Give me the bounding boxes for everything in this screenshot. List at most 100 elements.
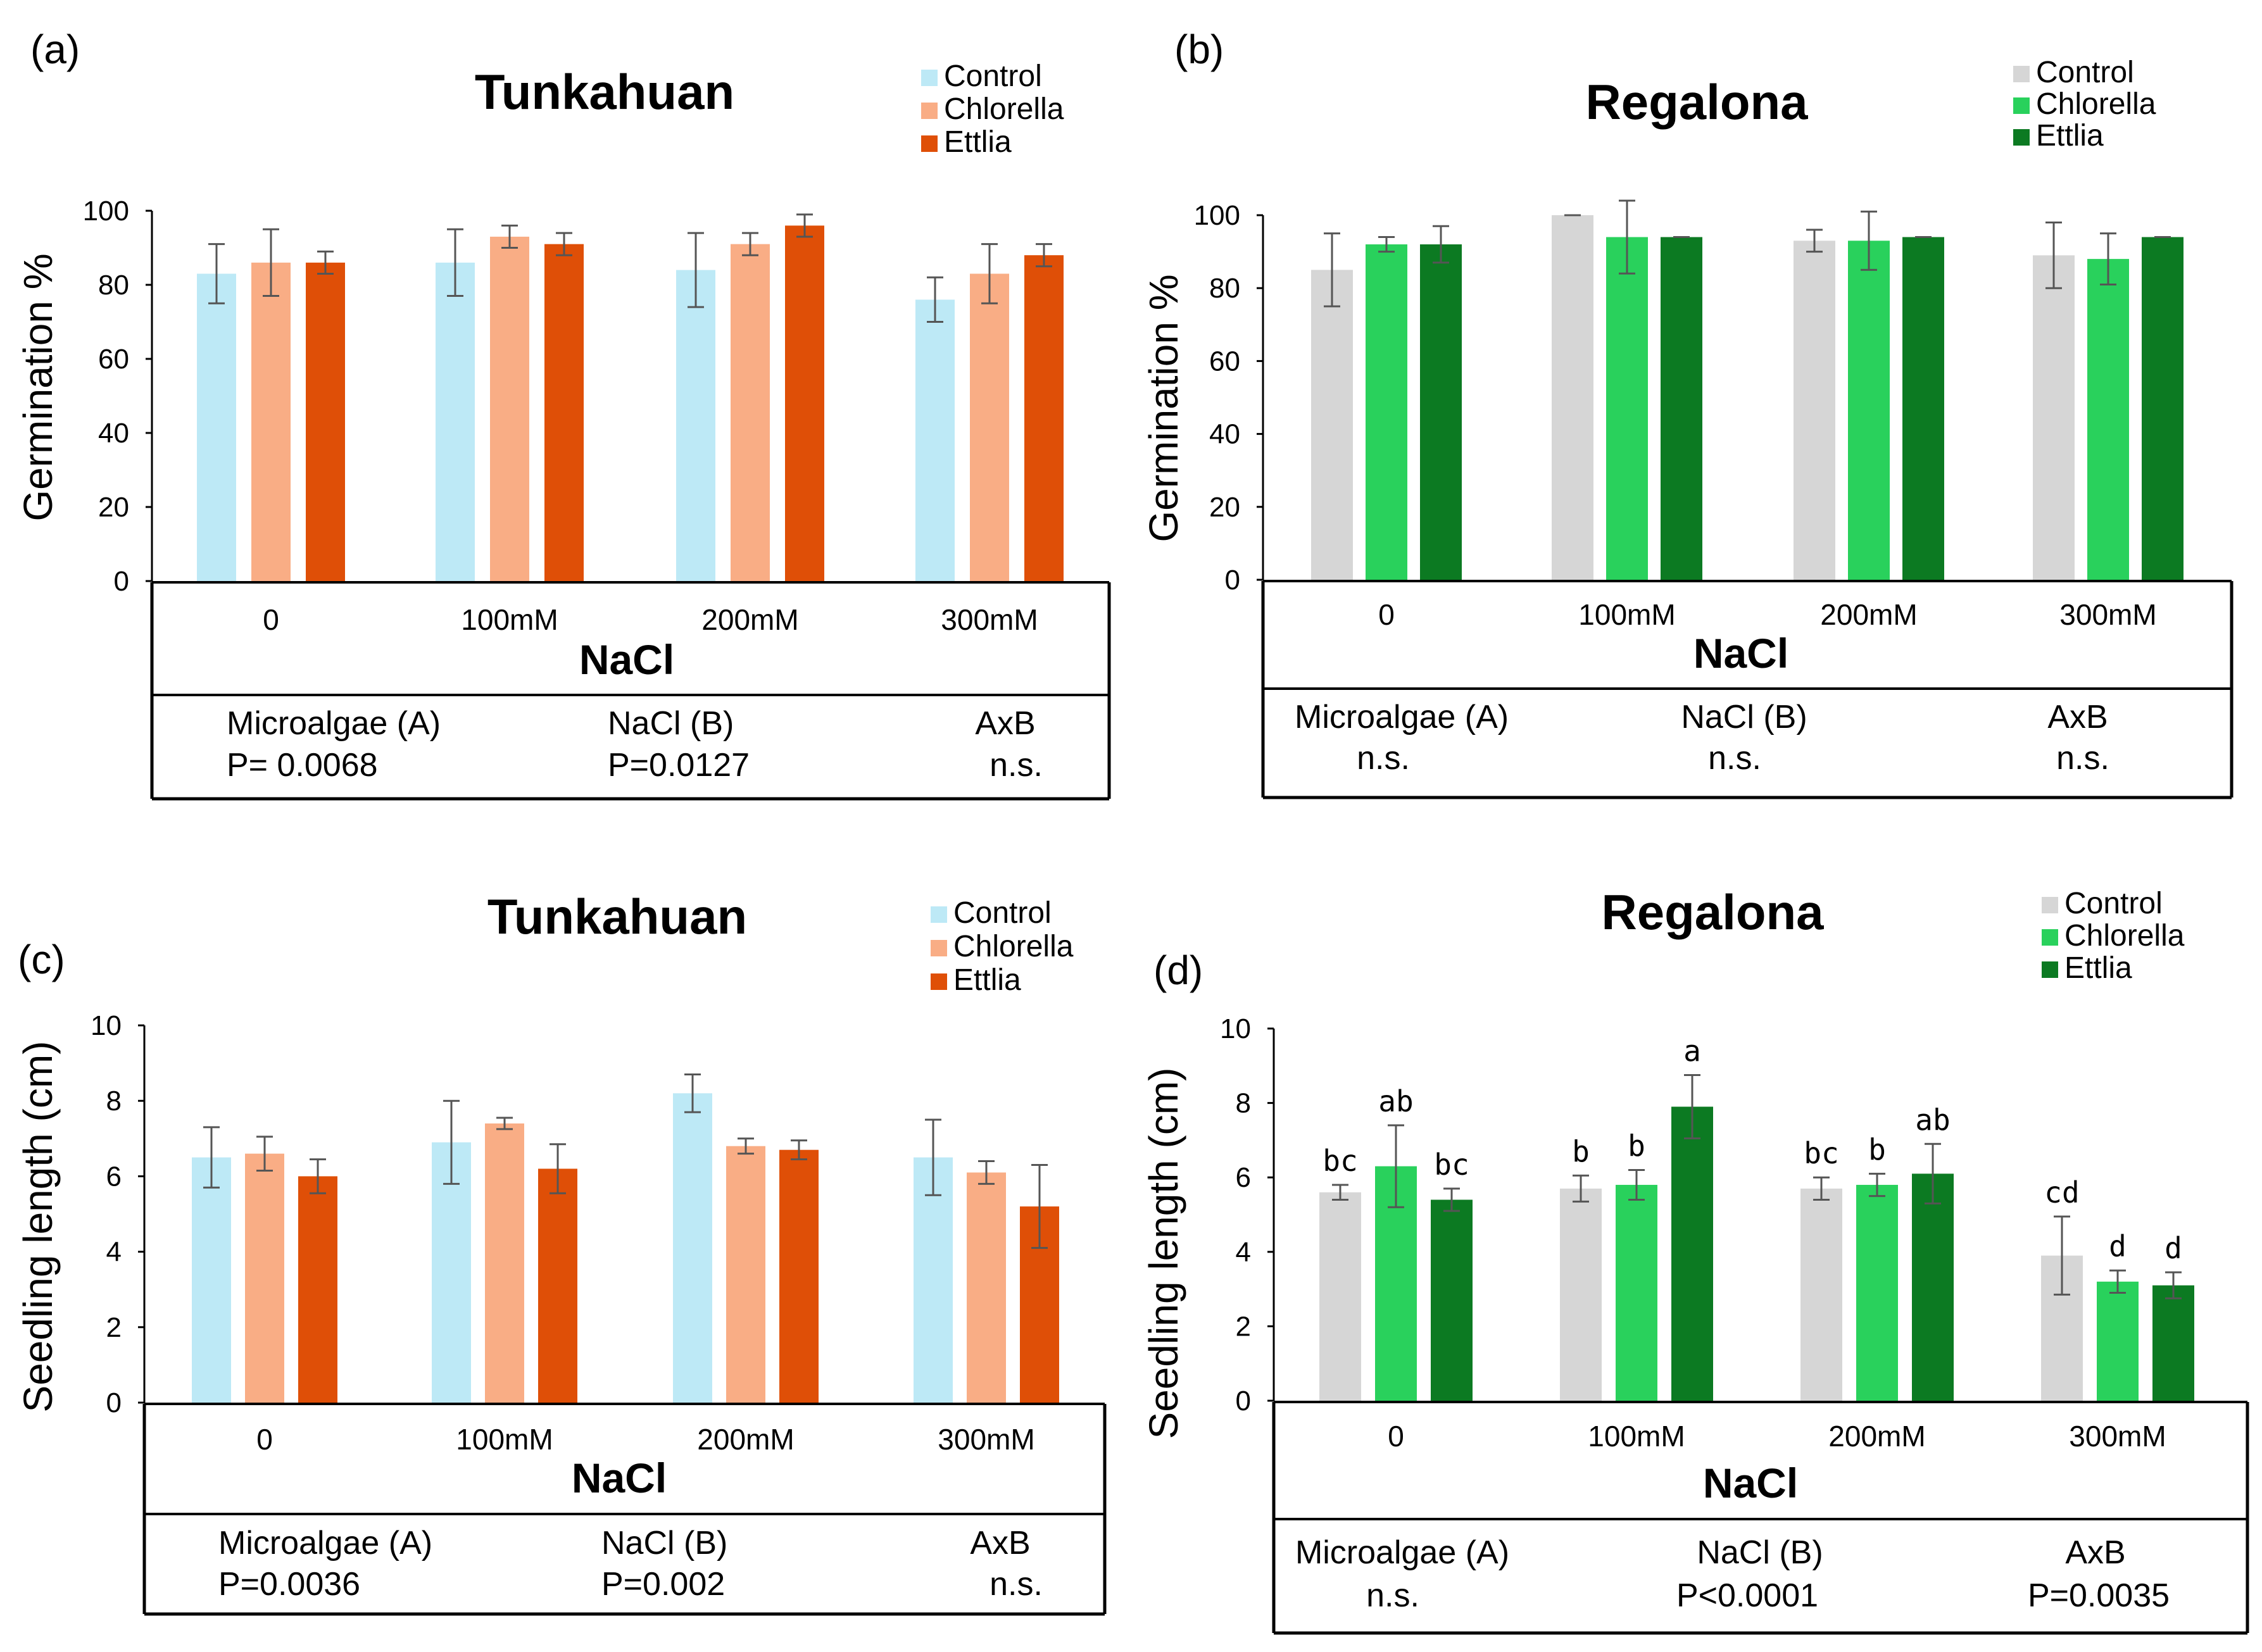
significance-letter: b [1868, 1132, 1886, 1167]
panel-letter: (c) [18, 937, 65, 982]
x-axis-label: NaCl [1693, 630, 1788, 677]
x-tick-label: 100mM [1578, 598, 1675, 631]
y-tick-label: 80 [1209, 273, 1240, 304]
significance-letter: b [1628, 1129, 1645, 1163]
chart-title: Regalona [1585, 74, 1808, 130]
legend-label-control: Control [944, 59, 1042, 93]
bar-control-3 [2033, 255, 2075, 580]
legend-swatch-ettlia [2042, 961, 2058, 978]
x-tick-labels: 0 100mM 200mM 300mM [1378, 598, 2156, 631]
chart-title: Tunkahuan [487, 889, 747, 944]
bar-control-0 [197, 273, 236, 581]
stat-value-microalgae: n.s. [1366, 1577, 1419, 1614]
stat-factor-microalgae: Microalgae (A) [1295, 1534, 1509, 1571]
bar-ettlia-3 [1024, 255, 1064, 581]
bar-control-0 [1311, 270, 1353, 580]
stats-table: Microalgae (A) n.s. NaCl (B) n.s. AxB n.… [1295, 699, 2109, 777]
y-tick-label: 10 [1220, 1013, 1251, 1044]
plot-area [197, 213, 1064, 581]
stat-factor-microalgae: Microalgae (A) [227, 705, 441, 742]
legend-label-chlorella: Chlorella [2036, 87, 2156, 121]
bar-chlorella-0 [251, 262, 291, 581]
y-axis-label: Seedling length (cm) [1141, 1068, 1186, 1439]
bar-control-1 [1552, 215, 1593, 580]
y-tick-label: 8 [106, 1086, 122, 1117]
y-tick-label: 2 [1236, 1311, 1251, 1342]
stat-factor-axb: AxB [970, 1525, 1030, 1561]
legend-swatch-control [931, 906, 947, 923]
stat-factor-nacl: NaCl (B) [1697, 1534, 1823, 1571]
bar-ettlia-1 [544, 244, 584, 581]
bar-chlorella-3 [970, 273, 1009, 581]
bar-chlorella-1 [1616, 1184, 1657, 1401]
stat-value-microalgae: P= 0.0068 [227, 747, 378, 784]
bar-chlorella-2 [1856, 1184, 1898, 1401]
x-tick-label: 100mM [1588, 1420, 1685, 1453]
plot-area [192, 1073, 1059, 1403]
bar-chlorella-0 [1366, 244, 1407, 580]
bar-ettlia-3 [2152, 1285, 2194, 1401]
x-tick-labels: 0 100mM 200mM 300mM [1388, 1420, 2166, 1453]
y-tick-label: 10 [91, 1010, 122, 1041]
x-tick-label: 300mM [938, 1423, 1034, 1456]
x-tick-label: 100mM [461, 603, 558, 636]
stat-factor-axb: AxB [975, 705, 1035, 742]
significance-letter: bc [1804, 1136, 1838, 1170]
stat-value-microalgae: n.s. [1357, 740, 1410, 777]
bar-control-3 [915, 299, 955, 581]
legend-swatch-control [921, 70, 938, 86]
y-axis: 0 20 40 60 80 100 [1194, 200, 1264, 596]
panel-b: (b) Regalona Germination % ControlChlore… [1141, 27, 2234, 799]
stats-table: Microalgae (A) P= 0.0068 NaCl (B) P=0.01… [227, 705, 1043, 784]
x-tick-label: 300mM [941, 603, 1038, 636]
y-tick-label: 40 [1209, 419, 1240, 450]
panel-letter: (a) [30, 27, 80, 72]
stat-value-microalgae: P=0.0036 [218, 1566, 360, 1603]
stat-value-nacl: P<0.0001 [1676, 1577, 1818, 1614]
y-tick-label: 8 [1236, 1088, 1251, 1119]
chart-title: Tunkahuan [475, 64, 734, 120]
x-tick-label: 0 [1378, 598, 1395, 631]
bar-control-0 [192, 1157, 231, 1403]
plot-area [1311, 199, 2183, 580]
x-tick-labels: 0 100mM 200mM 300mM [256, 1423, 1034, 1456]
y-tick-label: 60 [98, 344, 129, 375]
legend-swatch-ettlia [921, 135, 938, 152]
bar-chlorella-2 [731, 244, 770, 581]
bar-chlorella-0 [245, 1153, 284, 1403]
bar-ettlia-0 [306, 262, 345, 581]
legend-label-ettlia: Ettlia [2036, 119, 2104, 153]
legend-label-ettlia: Ettlia [2064, 951, 2132, 985]
stat-value-nacl: n.s. [1708, 740, 1761, 777]
chart-title: Regalona [1601, 884, 1824, 940]
y-axis: 0 2 4 6 8 10 [91, 1010, 146, 1418]
y-tick-label: 20 [1209, 492, 1240, 523]
bar-control-0 [1319, 1192, 1361, 1401]
legend-label-control: Control [2064, 887, 2163, 920]
legend-swatch-control [2042, 897, 2058, 913]
y-tick-label: 40 [98, 418, 129, 449]
bar-control-1 [432, 1142, 471, 1403]
bar-chlorella-3 [2087, 259, 2129, 580]
stat-value-axb: n.s. [2056, 740, 2109, 777]
bar-chlorella-1 [485, 1123, 524, 1403]
significance-letter: d [2109, 1229, 2127, 1263]
x-axis-label: NaCl [572, 1455, 667, 1501]
legend-swatch-chlorella [2013, 97, 2030, 114]
legend-label-control: Control [953, 896, 1052, 930]
y-tick-label: 0 [1225, 565, 1240, 596]
bar-ettlia-0 [1431, 1199, 1473, 1401]
significance-letter: bc [1323, 1144, 1357, 1178]
y-tick-label: 4 [106, 1237, 122, 1268]
y-axis-label: Seedling length (cm) [15, 1041, 61, 1413]
bar-chlorella-2 [1848, 241, 1890, 580]
stat-value-axb: n.s. [990, 1566, 1043, 1603]
significance-letter: ab [1915, 1103, 1950, 1137]
y-axis-label: Germination % [15, 253, 61, 521]
x-tick-labels: 0 100mM 200mM 300mM [263, 603, 1038, 636]
